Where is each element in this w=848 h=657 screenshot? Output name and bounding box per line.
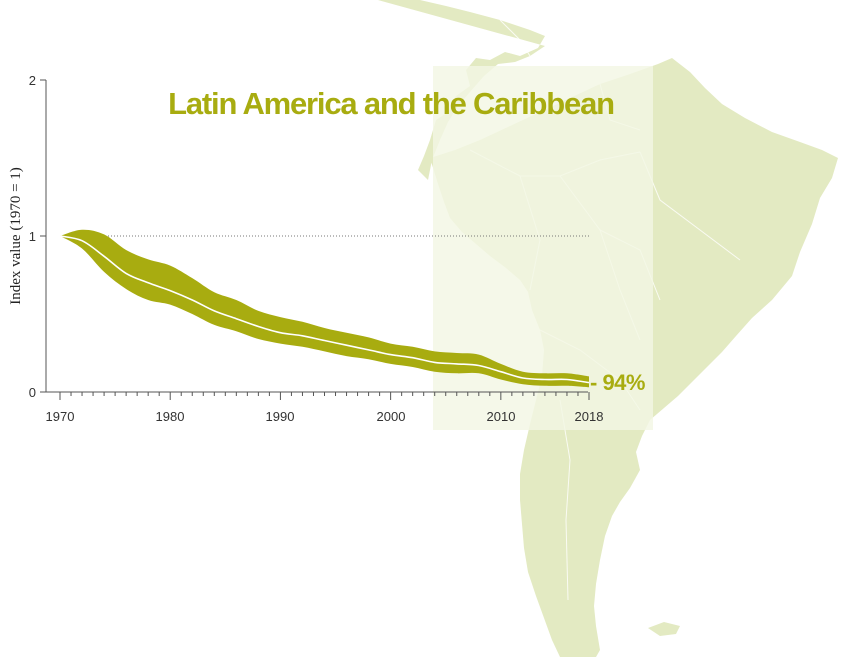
x-minor-ticks <box>59 392 590 400</box>
x-tick-label-2018: 2018 <box>575 409 604 424</box>
confidence-band <box>60 229 589 388</box>
x-tick-label-1980: 1980 <box>156 409 185 424</box>
y-tick-label-0: 0 <box>29 385 36 400</box>
tierra-del-fuego-shape <box>648 622 680 636</box>
index-line <box>59 235 590 384</box>
y-axis-title: Index value (1970 = 1) <box>8 167 24 305</box>
x-tick-label-1970: 1970 <box>46 409 75 424</box>
y-tick-label-2: 2 <box>29 73 36 88</box>
percent-change-label: - 94% <box>590 370 645 395</box>
x-tick-label-2000: 2000 <box>377 409 406 424</box>
y-axis <box>40 79 47 393</box>
x-tick-label-1990: 1990 <box>266 409 295 424</box>
y-tick-label-1: 1 <box>29 229 36 244</box>
x-tick-label-2010: 2010 <box>487 409 516 424</box>
chart-title: Latin America and the Caribbean <box>168 86 614 121</box>
